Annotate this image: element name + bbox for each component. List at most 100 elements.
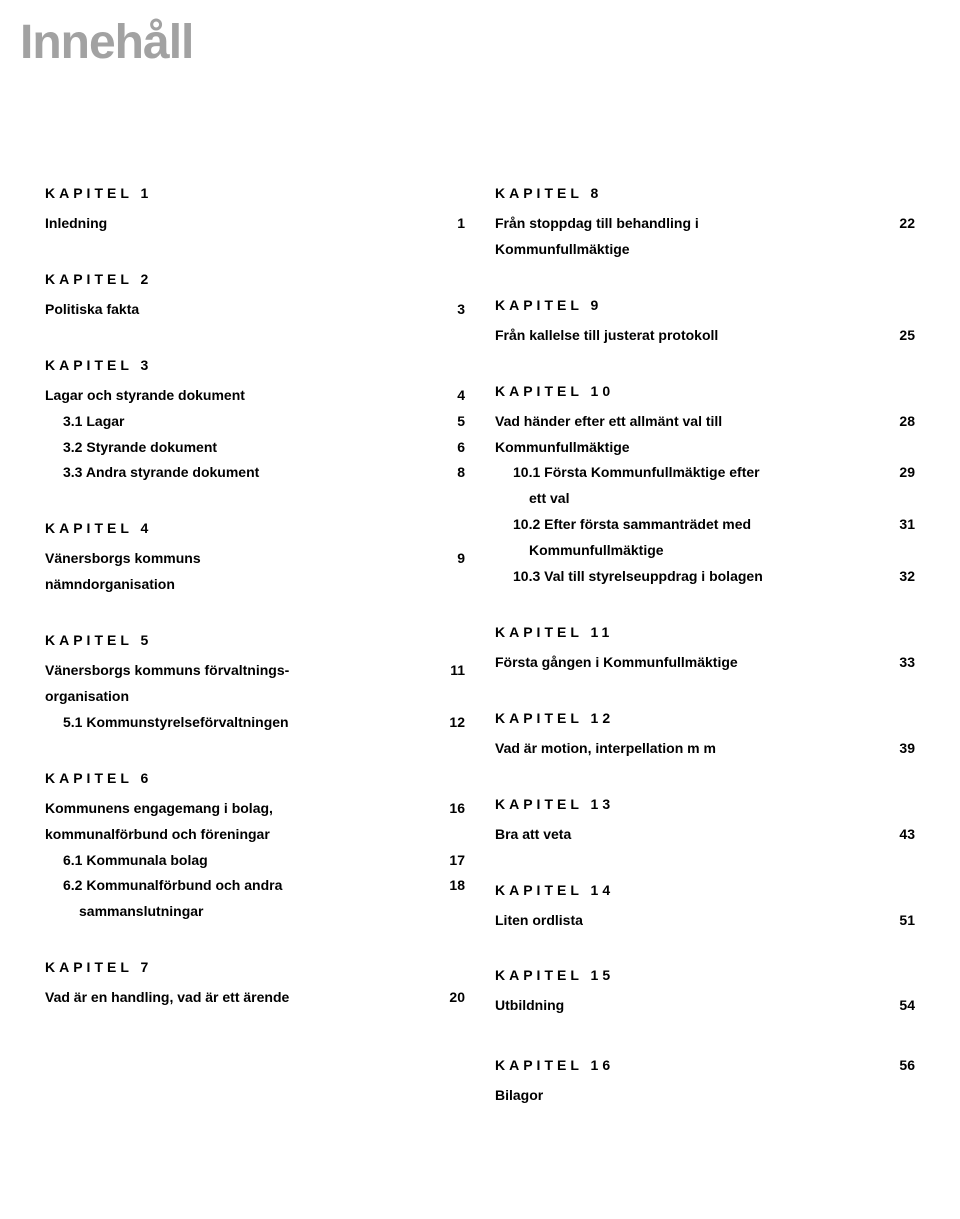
toc-entry: Vänersborgs kommuns förvaltnings- 11	[45, 658, 465, 684]
toc-entry-page: 32	[891, 564, 915, 590]
toc-entry: Inledning 1	[45, 211, 465, 237]
toc-chapter-7: KAPITEL 7 Vad är en handling, vad är ett…	[45, 959, 465, 1011]
toc-entry-continuation: organisation	[45, 684, 465, 710]
toc-entry-label: Från kallelse till justerat protokoll	[495, 323, 891, 349]
toc-entry-page: 6	[441, 435, 465, 461]
toc-entry-continuation: Kommunfullmäktige	[495, 435, 915, 461]
toc-entry-page: 18	[441, 873, 465, 899]
toc-entry-page: 25	[891, 323, 915, 349]
chapter-heading: KAPITEL 10	[495, 383, 915, 399]
toc-entry-label: 10.1 Första Kommunfullmäktige efter	[495, 460, 891, 486]
toc-entry-continuation: nämndorganisation	[45, 572, 465, 598]
toc-chapter-6: KAPITEL 6 Kommunens engagemang i bolag, …	[45, 770, 465, 925]
toc-entry-page: 31	[891, 512, 915, 538]
toc-entry-label: 5.1 Kommunstyrelseförvaltningen	[45, 710, 441, 736]
toc-entry: Liten ordlista 51	[495, 908, 915, 934]
toc-entry: Utbildning 54	[495, 993, 915, 1019]
chapter-heading: KAPITEL 16	[495, 1053, 891, 1079]
chapter-heading-row: KAPITEL 16 56	[495, 1053, 915, 1079]
chapter-heading: KAPITEL 7	[45, 959, 465, 975]
chapter-heading: KAPITEL 6	[45, 770, 465, 786]
toc-chapter-3: KAPITEL 3 Lagar och styrande dokument 4 …	[45, 357, 465, 487]
page-title: Innehåll	[20, 15, 960, 70]
toc-entry: Bilagor	[495, 1083, 915, 1109]
toc-entry-page: 3	[441, 297, 465, 323]
toc-entry: Politiska fakta 3	[45, 297, 465, 323]
toc-chapter-16: KAPITEL 16 56 Bilagor	[495, 1053, 915, 1109]
toc-column-right: KAPITEL 8 Från stoppdag till behandling …	[495, 185, 915, 1143]
toc-entry-label: kommunalförbund och föreningar	[45, 822, 441, 848]
toc-chapter-12: KAPITEL 12 Vad är motion, interpellation…	[495, 710, 915, 762]
toc-subentry-continuation: Kommunfullmäktige	[495, 538, 915, 564]
toc-chapter-14: KAPITEL 14 Liten ordlista 51	[495, 882, 915, 934]
toc-entry-page: 12	[441, 710, 465, 736]
toc-subentry: 5.1 Kommunstyrelseförvaltningen 12	[45, 710, 465, 736]
toc-subentry: 10.2 Efter första sammanträdet med 31	[495, 512, 915, 538]
toc-entry-label: 3.1 Lagar	[45, 409, 441, 435]
toc-chapter-15: KAPITEL 15 Utbildning 54	[495, 967, 915, 1019]
toc-entry-page: 20	[441, 985, 465, 1011]
toc-entry-label: Från stoppdag till behandling i	[495, 211, 891, 237]
toc-entry-label: ett val	[495, 486, 891, 512]
chapter-heading: KAPITEL 9	[495, 297, 915, 313]
toc-chapter-8: KAPITEL 8 Från stoppdag till behandling …	[495, 185, 915, 263]
toc-subentry: 10.1 Första Kommunfullmäktige efter 29	[495, 460, 915, 486]
toc-subentry-continuation: sammanslutningar	[45, 899, 465, 925]
toc-entry-label: Lagar och styrande dokument	[45, 383, 441, 409]
toc-entry: Lagar och styrande dokument 4	[45, 383, 465, 409]
toc-entry-label: 3.3 Andra styrande dokument	[45, 460, 441, 486]
chapter-heading: KAPITEL 11	[495, 624, 915, 640]
toc-entry-page: 8	[441, 460, 465, 486]
toc-entry-label: 6.1 Kommunala bolag	[45, 848, 441, 874]
toc-entry: Kommunens engagemang i bolag, 16	[45, 796, 465, 822]
toc-subentry: 3.3 Andra styrande dokument 8	[45, 460, 465, 486]
toc-entry-continuation: kommunalförbund och föreningar	[45, 822, 465, 848]
toc-entry-page: 28	[891, 409, 915, 435]
toc-entry-page: 16	[441, 796, 465, 822]
toc-entry-label: Kommunfullmäktige	[495, 435, 891, 461]
toc-entry-label: Vad händer efter ett allmänt val till	[495, 409, 891, 435]
toc-entry-label: Vänersborgs kommuns	[45, 546, 441, 572]
chapter-heading: KAPITEL 14	[495, 882, 915, 898]
toc-chapter-13: KAPITEL 13 Bra att veta 43	[495, 796, 915, 848]
toc-entry-label: Politiska fakta	[45, 297, 441, 323]
toc-chapter-9: KAPITEL 9 Från kallelse till justerat pr…	[495, 297, 915, 349]
toc-entry-label: Kommunens engagemang i bolag,	[45, 796, 441, 822]
toc-entry-label: 6.2 Kommunalförbund och andra	[45, 873, 441, 899]
toc-subentry: 6.2 Kommunalförbund och andra 18	[45, 873, 465, 899]
toc-entry-page: 51	[891, 908, 915, 934]
toc-entry-label: Första gången i Kommunfullmäktige	[495, 650, 891, 676]
toc-column-left: KAPITEL 1 Inledning 1 KAPITEL 2 Politisk…	[45, 185, 465, 1143]
chapter-heading: KAPITEL 1	[45, 185, 465, 201]
chapter-heading: KAPITEL 5	[45, 632, 465, 648]
toc-entry-continuation: Kommunfullmäktige	[495, 237, 915, 263]
toc-entry-label: Liten ordlista	[495, 908, 891, 934]
toc-entry-label: 3.2 Styrande dokument	[45, 435, 441, 461]
toc-entry-label: organisation	[45, 684, 441, 710]
toc-entry-label: Vad är en handling, vad är ett ärende	[45, 985, 441, 1011]
toc-entry-page: 1	[441, 211, 465, 237]
toc-columns: KAPITEL 1 Inledning 1 KAPITEL 2 Politisk…	[0, 70, 960, 1143]
toc-entry-label: Kommunfullmäktige	[495, 237, 891, 263]
toc-subentry: 3.1 Lagar 5	[45, 409, 465, 435]
toc-entry: Vad är motion, interpellation m m 39	[495, 736, 915, 762]
toc-entry-page: 43	[891, 822, 915, 848]
toc-entry-page: 5	[441, 409, 465, 435]
toc-entry-label: sammanslutningar	[45, 899, 441, 925]
toc-subentry-continuation: ett val	[495, 486, 915, 512]
toc-entry: Bra att veta 43	[495, 822, 915, 848]
chapter-heading: KAPITEL 4	[45, 520, 465, 536]
toc-entry-page: 4	[441, 383, 465, 409]
toc-entry-label: 10.3 Val till styrelseuppdrag i bolagen	[495, 564, 891, 590]
toc-entry: Vänersborgs kommuns 9	[45, 546, 465, 572]
toc-entry: Första gången i Kommunfullmäktige 33	[495, 650, 915, 676]
toc-chapter-4: KAPITEL 4 Vänersborgs kommuns 9 nämndorg…	[45, 520, 465, 598]
toc-entry-label: Vad är motion, interpellation m m	[495, 736, 891, 762]
toc-entry: Vad händer efter ett allmänt val till 28	[495, 409, 915, 435]
toc-entry-label: nämndorganisation	[45, 572, 441, 598]
toc-chapter-1: KAPITEL 1 Inledning 1	[45, 185, 465, 237]
toc-entry-page: 17	[441, 848, 465, 874]
toc-entry-page: 39	[891, 736, 915, 762]
toc-entry-page: 22	[891, 211, 915, 237]
toc-chapter-10: KAPITEL 10 Vad händer efter ett allmänt …	[495, 383, 915, 590]
